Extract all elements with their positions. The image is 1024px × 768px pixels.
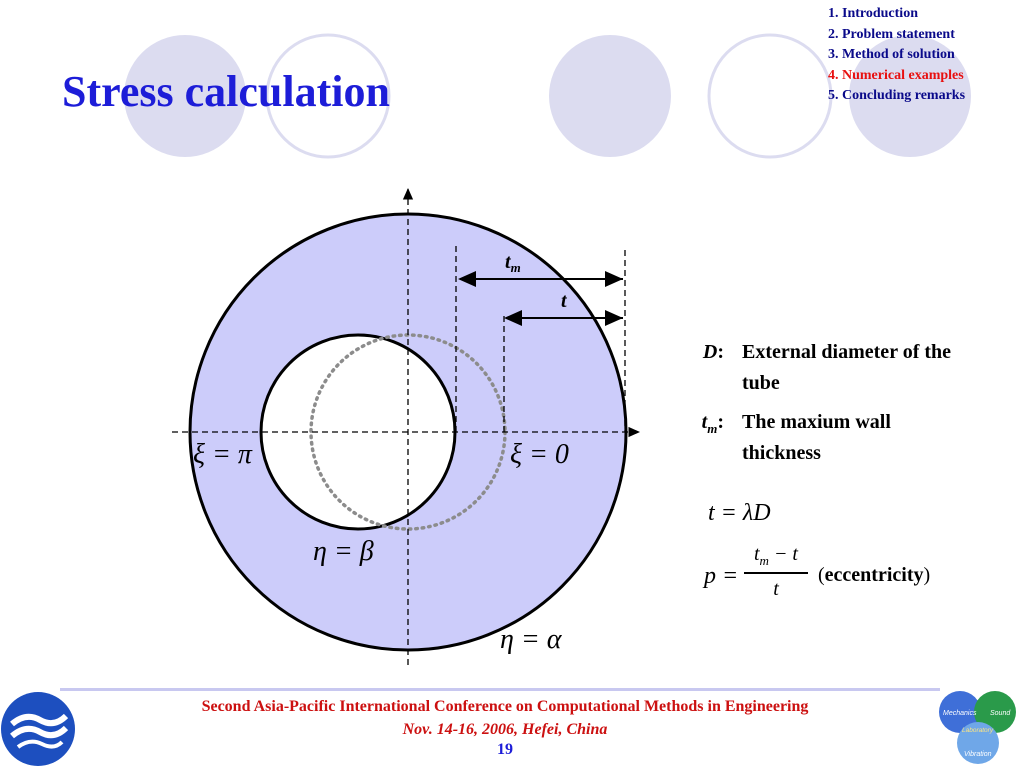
definition-d: D: External diameter of the tube <box>700 337 1000 401</box>
t-label: t <box>561 290 568 312</box>
eccentricity-note: (eccentricity) <box>818 564 931 586</box>
footer-conference: Second Asia-Pacific International Confer… <box>201 698 809 715</box>
equation-t-lambda-d: t = λD <box>708 500 771 526</box>
eta-alpha-label: η = α <box>500 624 563 655</box>
fraction-bar <box>744 572 808 574</box>
xi-pi-label: ξ = π <box>193 439 253 470</box>
eta-beta-label: η = β <box>313 536 374 567</box>
definition-tm: tm: The maxium wall thickness <box>700 407 1000 471</box>
university-logo-icon <box>1 692 75 766</box>
equation-eccentricity: p = tm − t t (eccentricity) <box>700 543 1000 613</box>
page-title: Stress calculation <box>62 67 390 116</box>
toc-item-method-of-solution[interactable]: 3. Method of solution <box>828 47 955 62</box>
eccentric-tube-diagram: tm t ξ = π ξ = 0 η = β η = α <box>172 188 640 665</box>
logo-text-sound: Sound <box>990 710 1011 717</box>
tm-label: tm <box>505 251 521 275</box>
fraction-numerator: tm − t <box>753 543 798 568</box>
definition-text: The maxium wall thickness <box>742 411 891 464</box>
logo-text-laboratory: Laboratory <box>962 727 994 734</box>
xi-zero-label: ξ = 0 <box>510 439 569 470</box>
p-lhs: p = <box>704 563 739 589</box>
definition-text: External diameter of the tube <box>742 341 952 394</box>
fraction: tm − t t <box>744 543 808 607</box>
decorative-circles <box>124 33 971 159</box>
toc-item-numerical-examples[interactable]: 4. Numerical examples <box>828 67 964 83</box>
deco-circle-outline-2 <box>707 33 833 159</box>
deco-circle-filled-3 <box>849 35 971 157</box>
deco-circle-outline-1 <box>265 33 391 159</box>
deco-circle-filled-2 <box>549 35 671 157</box>
toc-item-concluding-remarks[interactable]: 5. Concluding remarks <box>828 88 966 103</box>
definition-symbol: D: <box>702 341 724 363</box>
page-number: 19 <box>497 741 513 758</box>
footer-date-location: Nov. 14-16, 2006, Hefei, China <box>402 721 608 738</box>
msvlab-logo-icon: Mechanics Sound Laboratory Vibration <box>939 691 1016 764</box>
table-of-contents: 1. Introduction 2. Problem statement 3. … <box>828 4 965 107</box>
toc-item-problem-statement[interactable]: 2. Problem statement <box>828 26 955 42</box>
logo-text-vibration: Vibration <box>964 751 992 758</box>
logo-text-mechanics: Mechanics <box>943 710 977 717</box>
definition-symbol: tm: <box>701 411 724 436</box>
deco-circle-filled-1 <box>124 35 246 157</box>
toc-item-introduction[interactable]: 1. Introduction <box>828 6 918 21</box>
footer-divider <box>60 688 940 691</box>
fraction-denominator: t <box>773 577 779 600</box>
